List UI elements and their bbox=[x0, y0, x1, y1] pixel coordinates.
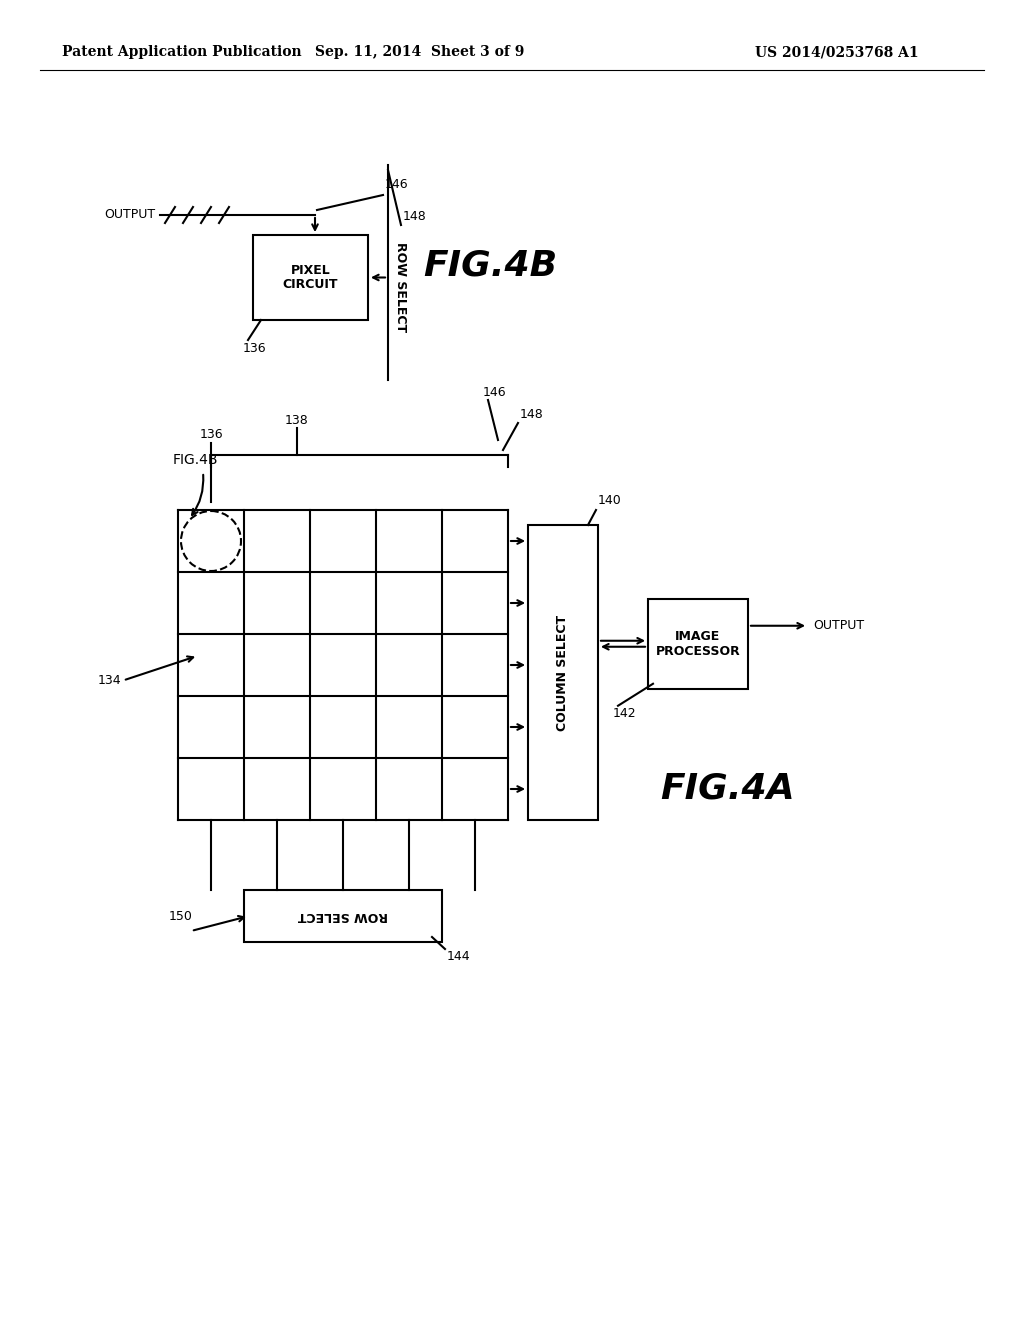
Text: 140: 140 bbox=[598, 494, 622, 507]
Text: FIG.4B: FIG.4B bbox=[423, 248, 557, 282]
Text: FIG.4B: FIG.4B bbox=[173, 453, 218, 467]
Text: OUTPUT: OUTPUT bbox=[813, 619, 864, 632]
Text: IMAGE
PROCESSOR: IMAGE PROCESSOR bbox=[655, 630, 740, 657]
Bar bbox=[528, 525, 598, 820]
Text: FIG.4A: FIG.4A bbox=[660, 772, 796, 805]
Text: 148: 148 bbox=[520, 408, 544, 421]
Text: 144: 144 bbox=[447, 950, 471, 964]
Text: OUTPUT: OUTPUT bbox=[103, 209, 155, 222]
Bar bbox=[648, 599, 748, 689]
Text: 138: 138 bbox=[285, 413, 308, 426]
Bar bbox=[244, 890, 442, 942]
Text: ROW SELECT: ROW SELECT bbox=[394, 243, 407, 333]
Text: 134: 134 bbox=[98, 675, 122, 686]
Text: 146: 146 bbox=[483, 385, 507, 399]
Bar bbox=[253, 235, 368, 319]
Text: Patent Application Publication: Patent Application Publication bbox=[62, 45, 302, 59]
Text: 142: 142 bbox=[613, 708, 637, 721]
Text: 136: 136 bbox=[200, 429, 223, 441]
Text: 148: 148 bbox=[403, 210, 427, 223]
Text: 136: 136 bbox=[243, 342, 266, 355]
Text: ROW SELECT: ROW SELECT bbox=[298, 909, 388, 923]
Text: PIXEL
CIRCUIT: PIXEL CIRCUIT bbox=[283, 264, 338, 292]
Text: US 2014/0253768 A1: US 2014/0253768 A1 bbox=[755, 45, 919, 59]
Text: Sep. 11, 2014  Sheet 3 of 9: Sep. 11, 2014 Sheet 3 of 9 bbox=[315, 45, 524, 59]
Text: COLUMN SELECT: COLUMN SELECT bbox=[556, 614, 569, 730]
Text: 150: 150 bbox=[169, 909, 193, 923]
Text: 146: 146 bbox=[385, 178, 409, 191]
